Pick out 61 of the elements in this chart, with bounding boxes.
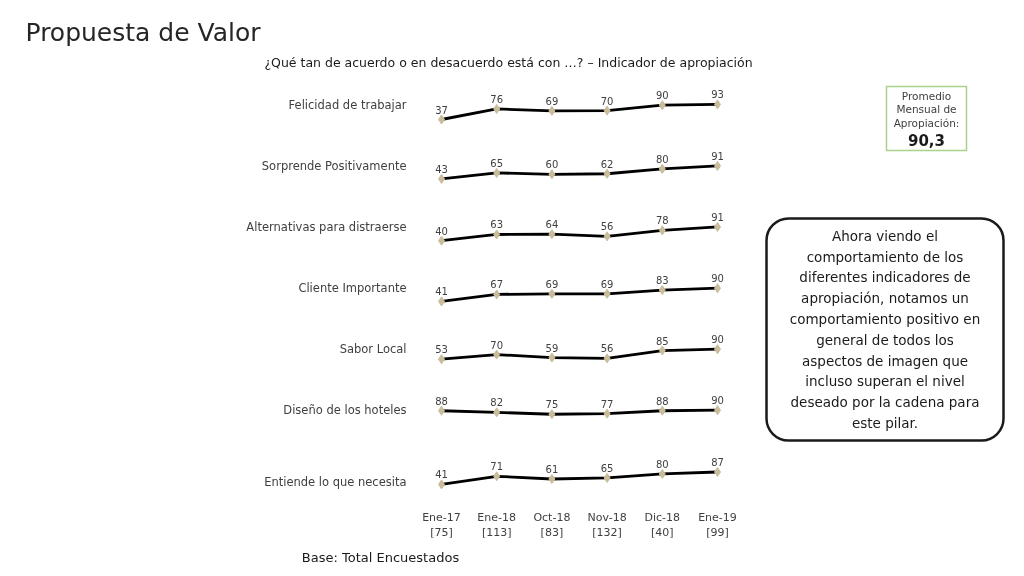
data-label: 63 (490, 219, 504, 231)
data-label: 53 (435, 344, 448, 356)
data-label: 93 (711, 89, 724, 101)
text: Diseño de los hoteles (283, 402, 407, 417)
data-label: 82 (490, 397, 504, 409)
data-label: 75 (545, 399, 559, 411)
data-label: 62 (600, 158, 614, 170)
data-label: 78 (655, 215, 669, 227)
x-tick-label: Ene-17 [75] (422, 510, 461, 540)
data-label: 37 (435, 104, 448, 116)
data-label: 43 (435, 163, 448, 175)
text: Sorprende Positivamente (261, 158, 407, 173)
data-label: 71 (490, 461, 504, 473)
data-label: 70 (600, 95, 614, 107)
text: Ahora viendo el comportamiento de los diferentes indicadores de apropiación, notamos un comportamiento positivo en general de todos los aspectos de imagen que incluso superan el nivel deseado por la cadena para este pilar. (789, 227, 981, 432)
data-label: 88 (655, 395, 669, 407)
data-label: 87 (711, 457, 724, 468)
data-label: 69 (600, 278, 614, 290)
data-label: 70 (490, 339, 504, 351)
text: Felicidad de trabajar (288, 97, 407, 112)
data-label: 69 (545, 278, 559, 290)
data-label: 80 (655, 458, 669, 470)
data-label: 40 (435, 225, 448, 237)
data-label: 76 (490, 93, 504, 105)
x-tick-label: Ene-19 [99] (698, 510, 737, 540)
text: Alternativas para distraerse (246, 219, 407, 234)
data-label: 80 (655, 153, 669, 165)
data-label: 83 (655, 275, 669, 287)
x-tick-label: Ene-18 [113] (477, 510, 517, 540)
data-label: 90 (711, 273, 724, 285)
data-label: 90 (655, 90, 669, 102)
data-label: 41 (435, 286, 448, 298)
data-label: 60 (545, 159, 559, 171)
text: Cliente Importante (298, 280, 407, 295)
data-label: 61 (545, 464, 559, 476)
x-tick-label: Oct-18 [83] (533, 510, 571, 540)
data-label: 59 (545, 342, 559, 354)
data-label: 91 (711, 211, 724, 223)
data-label: 64 (545, 219, 559, 231)
chart-subtitle: ¿Qué tan de acuerdo o en desacuerdo está con …? – Indicador de apropiación (264, 55, 753, 70)
data-label: 85 (655, 335, 669, 347)
data-label: 41 (435, 469, 448, 481)
text: Entiende lo que necesita (264, 474, 407, 489)
x-tick-label: Dic-18 [40] (644, 510, 681, 540)
data-label: 56 (600, 221, 614, 233)
data-label: 77 (600, 398, 614, 410)
text: Propuesta de Valor (25, 18, 262, 47)
data-label: 56 (600, 343, 614, 355)
data-label: 65 (600, 462, 614, 474)
data-label: 90 (711, 334, 724, 346)
data-label: 91 (711, 150, 724, 162)
text: 90,3 (908, 131, 946, 150)
text: Promedio Mensual de Apropiación: (893, 89, 960, 130)
data-label: 67 (490, 279, 504, 291)
data-label: 65 (490, 157, 504, 169)
text: Base: Total Encuestados (301, 549, 460, 565)
x-tick-label: Nov-18 [132] (587, 510, 627, 540)
data-label: 69 (545, 95, 559, 107)
data-label: 90 (711, 395, 724, 407)
text: Sabor Local (339, 341, 407, 356)
data-label: 88 (435, 395, 448, 407)
